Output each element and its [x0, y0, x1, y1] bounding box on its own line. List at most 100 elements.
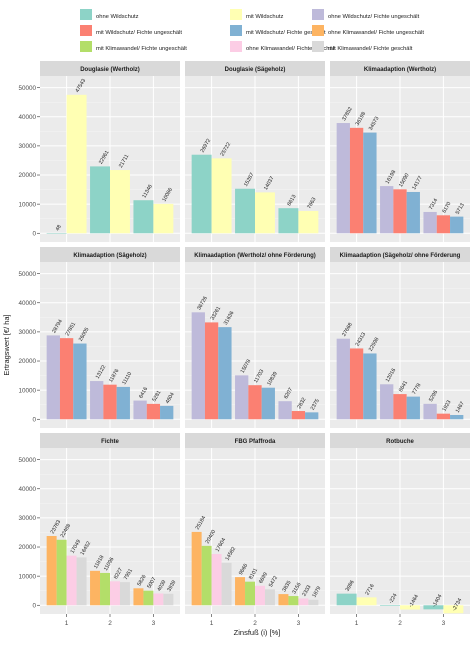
- legend-key: [80, 9, 92, 20]
- data-label: -1404: [431, 594, 443, 609]
- facet-title: Douglasie (Wertholz): [80, 67, 140, 73]
- x-axis-title: Zinsfuß (i) [%]: [234, 628, 281, 637]
- x-tick-label: 3: [297, 620, 301, 627]
- bar: [90, 166, 110, 234]
- legend-key: [230, 9, 242, 20]
- y-tick-label: 50000: [18, 457, 36, 464]
- y-tick-label: 0: [32, 416, 36, 423]
- bar: [90, 570, 101, 606]
- bar: [380, 384, 394, 420]
- bar: [363, 353, 377, 420]
- legend-label: mit Wildschutz/ Fichte geschält: [246, 30, 326, 36]
- bar: [278, 208, 299, 234]
- legend-key: [312, 9, 324, 20]
- data-label: 48: [55, 224, 63, 232]
- bar: [46, 536, 57, 606]
- bar: [160, 405, 174, 420]
- data-label: 4604: [165, 392, 176, 405]
- bar: [163, 593, 174, 606]
- data-label: 6416: [138, 386, 149, 399]
- legend-label: ohne Wildschutz/ Fichte ungeschält: [328, 14, 420, 20]
- x-tick-label: 2: [253, 620, 257, 627]
- data-label: 5713: [455, 202, 466, 215]
- bar: [110, 170, 130, 234]
- bar: [66, 94, 87, 234]
- bar: [110, 581, 120, 606]
- legend-key: [312, 41, 324, 52]
- y-tick-label: 30000: [18, 329, 36, 336]
- data-label: 9666: [238, 563, 249, 576]
- bar: [406, 191, 420, 234]
- data-label: 6699: [258, 572, 269, 585]
- facet-strip: [40, 247, 180, 262]
- facet-title: Klimaadaption (Sägeholz/ ohne Förderung: [340, 253, 461, 259]
- bar: [450, 216, 464, 234]
- y-tick-label: 10000: [18, 387, 36, 394]
- data-label: 7314: [428, 198, 439, 211]
- bar: [46, 233, 67, 234]
- bar: [211, 158, 232, 234]
- y-tick-label: 0: [32, 230, 36, 237]
- y-tick-label: 50000: [18, 271, 36, 278]
- bar: [443, 605, 464, 614]
- bar: [305, 412, 319, 420]
- data-label: 5296: [428, 390, 439, 403]
- bar: [291, 411, 306, 420]
- y-tick-label: 40000: [18, 114, 36, 121]
- data-label: -2734: [451, 597, 463, 612]
- legend-label: mit Klimawandel/ Fichte geschält: [328, 46, 413, 52]
- bar: [336, 593, 357, 606]
- bar: [255, 192, 275, 234]
- y-tick-label: 10000: [18, 573, 36, 580]
- bar: [76, 557, 87, 606]
- data-label: 4039: [156, 579, 167, 592]
- bar: [201, 545, 212, 606]
- bar: [191, 154, 212, 234]
- bar: [436, 215, 451, 234]
- facet-title: Klimaadaption (Wertholz): [364, 67, 436, 73]
- bar: [298, 210, 319, 234]
- facet-title: FBG Pfaffroda: [235, 439, 276, 445]
- data-label: 5281: [151, 390, 162, 403]
- data-label: 1923: [441, 399, 452, 412]
- x-tick-label: 1: [65, 620, 69, 627]
- bar: [278, 594, 289, 606]
- bar: [245, 581, 255, 606]
- data-label: 2832: [296, 397, 307, 410]
- bar: [349, 348, 364, 420]
- legend-label: mit Klimawandel/ Fichte ungeschält: [96, 46, 187, 52]
- data-label: -1464: [408, 594, 420, 609]
- y-tick-label: 40000: [18, 300, 36, 307]
- data-label: 6207: [283, 387, 294, 400]
- data-label: 8227: [113, 567, 124, 580]
- legend-label: ohne Wildschutz: [96, 14, 139, 20]
- facet-strip: [330, 433, 470, 448]
- x-tick-label: 1: [355, 620, 359, 627]
- bar: [235, 188, 255, 234]
- bar: [393, 394, 407, 420]
- bar: [406, 396, 420, 420]
- bar: [211, 553, 222, 606]
- x-tick-label: 2: [108, 620, 112, 627]
- facet-strip: [185, 61, 325, 76]
- data-label: 5007: [146, 576, 157, 589]
- facet-strip: [185, 247, 325, 262]
- bar: [143, 590, 154, 606]
- bar: [264, 589, 275, 606]
- facet-title: Klimaadaption (Sägeholz): [73, 253, 146, 259]
- data-label: 7778: [411, 382, 422, 395]
- data-label: 5472: [268, 575, 279, 588]
- x-tick-label: 2: [398, 620, 402, 627]
- bar: [133, 400, 147, 420]
- bar: [363, 132, 377, 234]
- bar: [450, 414, 464, 420]
- legend-key: [312, 25, 324, 36]
- data-label: 3835: [281, 580, 292, 593]
- y-axis-title: Ertragswert [€/ ha]: [2, 314, 11, 375]
- bar: [133, 588, 144, 606]
- bar: [356, 597, 377, 606]
- data-label: 7663: [306, 197, 317, 210]
- facet-strip: [40, 433, 180, 448]
